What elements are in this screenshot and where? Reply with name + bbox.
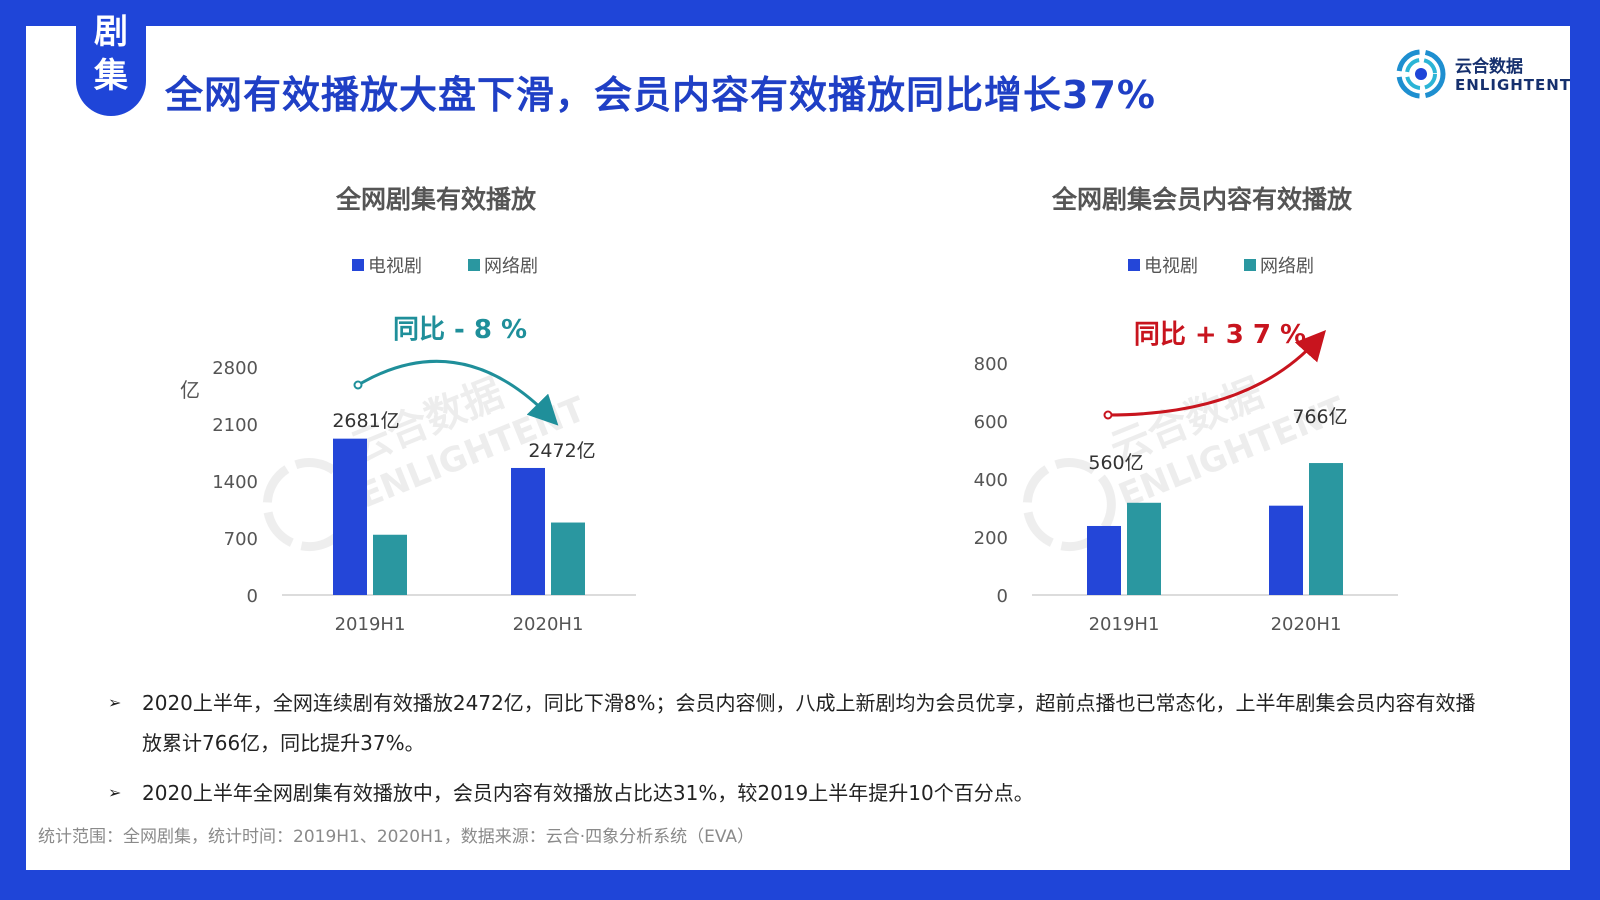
y-tick-label: 700 — [224, 529, 258, 550]
bar-网络剧-2020H1 — [551, 522, 585, 595]
growth-annotation: 同比 - 8 % — [393, 315, 527, 345]
arrow-bullet-icon: ➢ — [108, 693, 122, 712]
y-tick-label: 800 — [974, 354, 1008, 375]
bullet-text: 2020上半年，全网连续剧有效播放2472亿，同比下滑8%；会员内容侧，八成上新… — [142, 691, 1476, 755]
chart-2: 云合数据ENLIGHTENT0200400600800亿2019H1560亿20… — [974, 320, 1398, 635]
logo-text-cn: 云合数据 — [1455, 57, 1523, 77]
y-tick-label: 400 — [974, 470, 1008, 491]
growth-annotation: 同比 + 3 7 % — [1134, 320, 1306, 350]
bar-电视剧-2020H1 — [1269, 505, 1303, 595]
y-axis-label: 亿 — [180, 378, 200, 402]
section-tag-line2: 集 — [94, 56, 128, 96]
chart-2-legend-tv-label: 电视剧 — [1144, 256, 1198, 277]
trend-arrow-start — [1103, 410, 1113, 420]
chart-1-title: 全网剧集有效播放 — [336, 185, 537, 214]
x-tick-label: 2020H1 — [1271, 614, 1342, 635]
section-tag-line1: 剧 — [94, 12, 128, 52]
chart-2-legend-web-label: 网络剧 — [1260, 256, 1314, 277]
y-tick-label: 0 — [997, 586, 1008, 607]
chart-1-legend-web-label: 网络剧 — [484, 256, 538, 277]
chart-1: 云合数据ENLIGHTENT0700140021002800亿2019H1268… — [180, 315, 636, 635]
enlightent-logo-icon — [1396, 49, 1446, 99]
bar-电视剧-2020H1 — [511, 467, 545, 595]
bar-网络剧-2019H1 — [1127, 502, 1161, 595]
legend-swatch-web — [1244, 259, 1256, 271]
chart-2-legend-web: 网络剧 — [1244, 252, 1314, 278]
bar-电视剧-2019H1 — [1087, 525, 1121, 595]
bullet-item: ➢ 2020上半年全网剧集有效播放中，会员内容有效播放占比达31%，较2019上… — [108, 773, 1488, 813]
watermark-logo-icon — [1022, 458, 1116, 552]
legend-swatch-tv — [352, 259, 364, 271]
section-tag: 剧 集 — [76, 0, 146, 116]
legend-swatch-web — [468, 259, 480, 271]
chart-1-legend-tv-label: 电视剧 — [368, 256, 422, 277]
total-label: 766亿 — [1292, 406, 1347, 428]
x-tick-label: 2020H1 — [513, 614, 584, 635]
chart-2-legend-tv: 电视剧 — [1128, 252, 1198, 278]
y-tick-label: 2800 — [212, 358, 258, 379]
x-tick-label: 2019H1 — [335, 614, 406, 635]
total-label: 2681亿 — [332, 410, 399, 432]
chart-1-legend-tv: 电视剧 — [352, 252, 422, 278]
page-title: 全网有效播放大盘下滑，会员内容有效播放同比增长37% — [165, 73, 1156, 117]
bar-网络剧-2019H1 — [373, 534, 407, 595]
bar-网络剧-2020H1 — [1309, 463, 1343, 595]
chart-1-legend-web: 网络剧 — [468, 252, 538, 278]
chart-1-legend: 电视剧 网络剧 — [352, 252, 538, 278]
y-tick-label: 600 — [974, 412, 1008, 433]
chart-2-legend: 电视剧 网络剧 — [1128, 252, 1314, 278]
trend-arrow — [1107, 330, 1327, 417]
y-tick-label: 200 — [974, 528, 1008, 549]
arrow-bullet-icon: ➢ — [108, 783, 122, 802]
bar-电视剧-2019H1 — [333, 438, 367, 595]
y-tick-label: 2100 — [212, 415, 258, 436]
slide-card — [26, 26, 1570, 870]
trend-arrow — [357, 359, 559, 426]
brand-logo: 云合数据 ENLIGHTENT — [1395, 48, 1570, 104]
total-label: 2472亿 — [528, 440, 595, 462]
bullet-list: ➢ 2020上半年，全网连续剧有效播放2472亿，同比下滑8%；会员内容侧，八成… — [108, 683, 1488, 823]
logo-text-en: ENLIGHTENT — [1455, 76, 1572, 94]
bullet-item: ➢ 2020上半年，全网连续剧有效播放2472亿，同比下滑8%；会员内容侧，八成… — [108, 683, 1488, 763]
trend-arrow-start — [353, 380, 363, 390]
chart-2-title: 全网剧集会员内容有效播放 — [1052, 185, 1353, 214]
total-label: 560亿 — [1088, 452, 1143, 474]
legend-swatch-tv — [1128, 259, 1140, 271]
bullet-text: 2020上半年全网剧集有效播放中，会员内容有效播放占比达31%，较2019上半年… — [142, 781, 1034, 805]
y-tick-label: 1400 — [212, 472, 258, 493]
source-footnote: 统计范围：全网剧集，统计时间：2019H1、2020H1，数据来源：云合·四象分… — [38, 827, 755, 847]
y-tick-label: 0 — [247, 586, 258, 607]
x-tick-label: 2019H1 — [1089, 614, 1160, 635]
